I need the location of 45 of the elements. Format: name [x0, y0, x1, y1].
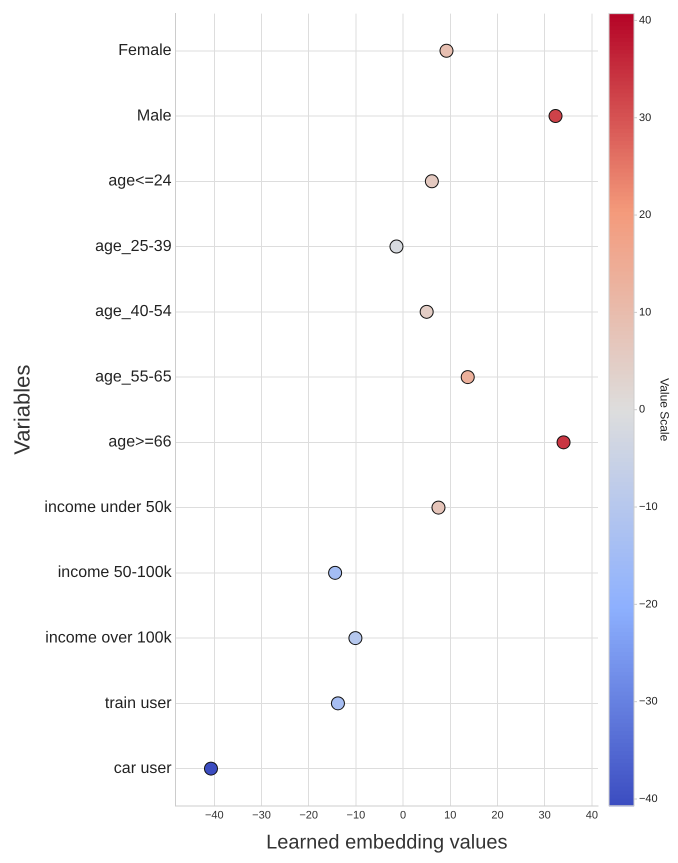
x-tick-label: −40: [204, 809, 224, 822]
point: [460, 370, 475, 384]
point: [204, 762, 218, 776]
x-tick-label: 20: [491, 809, 504, 822]
point: [424, 174, 439, 188]
color-bar-label: 20: [639, 209, 652, 222]
y-tick-label: age_40-54: [95, 303, 172, 320]
y-tick-label: income over 100k: [45, 630, 173, 646]
point: [420, 304, 434, 319]
color-bar-label: 40: [639, 14, 652, 26]
y-tick-label: age>=66: [108, 434, 172, 451]
x-tick-label: 40: [586, 809, 598, 822]
color-bar-label: 0: [639, 404, 646, 416]
color-bar-label: −40: [639, 793, 658, 806]
y-tick-label: age<=24: [108, 172, 172, 190]
color-bar-label: −20: [639, 598, 658, 610]
point: [348, 631, 362, 646]
y-tick-label: age_55-65: [95, 368, 172, 386]
x-axis-title: Learned embedding values: [266, 832, 508, 854]
y-tick-label: age_25-39: [95, 238, 172, 255]
point: [330, 696, 345, 710]
y-tick-label: Female: [118, 42, 172, 60]
y-axis-title: Variables: [9, 364, 34, 455]
x-tick-label: 0: [400, 809, 406, 822]
color-bar-label: 30: [639, 112, 652, 124]
y-tick-label: income 50-100k: [58, 564, 173, 582]
x-tick-label: −30: [252, 809, 271, 822]
x-tick-label: 30: [538, 809, 551, 822]
y-tick-label: income under 50k: [44, 498, 173, 516]
color-bar-label: −30: [639, 696, 658, 708]
point: [556, 435, 571, 450]
point: [431, 500, 446, 515]
y-tick-label: train user: [104, 694, 172, 712]
point: [328, 566, 342, 580]
point: [389, 240, 404, 254]
y-tick-label: Male: [136, 107, 172, 124]
color-bar-label: 10: [639, 306, 652, 318]
x-tick-label: −10: [346, 809, 366, 822]
x-tick-label: −20: [299, 809, 318, 822]
y-tick-label: car user: [114, 760, 172, 778]
point: [548, 109, 563, 124]
color-bar-title: Value Scale: [658, 378, 672, 442]
color-bar-label: −10: [639, 501, 658, 514]
point: [440, 44, 454, 58]
x-tick-label: 10: [444, 809, 456, 822]
